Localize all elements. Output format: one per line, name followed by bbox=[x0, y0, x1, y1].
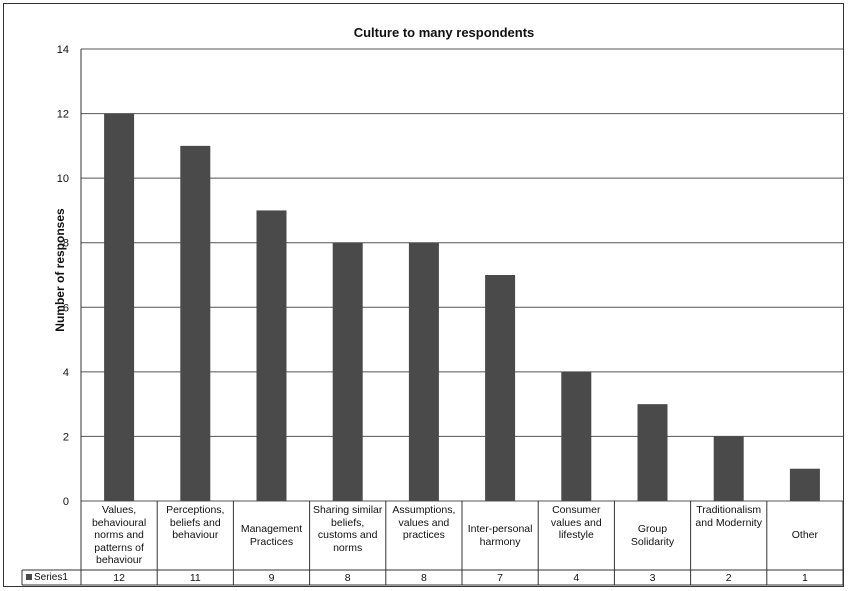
y-tick-label: 8 bbox=[63, 238, 69, 250]
bar bbox=[104, 113, 135, 502]
x-tick-label: Assumptions, values and practices bbox=[392, 504, 456, 541]
bar bbox=[180, 145, 211, 501]
chart-title: Culture to many respondents bbox=[354, 25, 535, 40]
bar bbox=[485, 275, 516, 501]
y-tick-label: 2 bbox=[63, 431, 69, 443]
x-tick-label: Inter-personal harmony bbox=[467, 523, 533, 548]
x-tick-label: Other bbox=[791, 529, 819, 542]
y-tick-label: 12 bbox=[57, 109, 69, 121]
x-tick-label: Management Practices bbox=[240, 523, 303, 548]
legend-label: Series1 bbox=[34, 572, 68, 583]
data-label: 11 bbox=[189, 572, 201, 584]
bar bbox=[637, 404, 668, 501]
bar bbox=[332, 242, 363, 501]
x-tick-label: Traditionalism and Modernity bbox=[695, 504, 762, 529]
data-label: 8 bbox=[420, 572, 427, 584]
bar bbox=[256, 210, 287, 501]
legend-swatch bbox=[26, 573, 32, 580]
data-label: 3 bbox=[649, 572, 656, 584]
bar bbox=[789, 468, 820, 501]
bar bbox=[561, 371, 592, 501]
data-label: 2 bbox=[725, 572, 732, 584]
x-tick-label: Group Solidarity bbox=[630, 523, 675, 548]
data-label: 12 bbox=[113, 572, 125, 584]
x-tick-label: Sharing similar beliefs, customs and nor… bbox=[312, 504, 383, 554]
data-label: 8 bbox=[344, 572, 351, 584]
bar bbox=[713, 436, 744, 501]
y-tick-label: 14 bbox=[57, 44, 69, 56]
y-tick-label: 4 bbox=[63, 367, 69, 379]
data-label: 7 bbox=[497, 572, 504, 584]
data-label: 4 bbox=[573, 572, 580, 584]
x-tick-label: Values, behavioural norms and patterns o… bbox=[91, 504, 147, 566]
y-tick-label: 0 bbox=[63, 496, 69, 508]
y-tick-label: 10 bbox=[57, 173, 69, 185]
bar bbox=[408, 242, 439, 501]
y-tick-label: 6 bbox=[63, 302, 69, 314]
legend-entry: Series1 bbox=[26, 571, 68, 585]
y-axis-label: Number of responses bbox=[53, 208, 67, 332]
x-tick-label: Consumer values and lifestyle bbox=[550, 504, 602, 541]
x-tick-label: Perceptions, beliefs and behaviour bbox=[166, 504, 225, 541]
data-label: 9 bbox=[268, 572, 275, 584]
data-label: 1 bbox=[801, 572, 808, 584]
